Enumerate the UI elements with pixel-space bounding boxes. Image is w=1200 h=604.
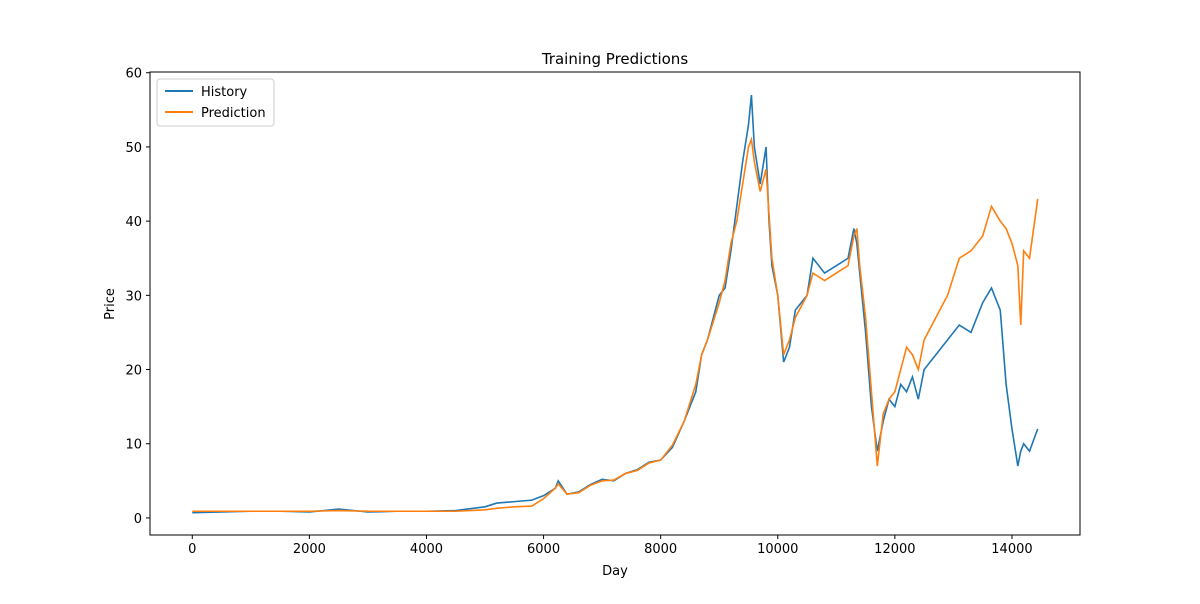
- y-tick-label: 10: [125, 438, 142, 453]
- plot-frame: [149, 71, 1081, 536]
- y-tick-label: 40: [125, 215, 142, 230]
- x-tick-label: 6000: [527, 542, 560, 557]
- y-tick-label: 50: [125, 141, 142, 156]
- x-tick-label: 10000: [757, 542, 798, 557]
- x-tick-label: 2000: [293, 542, 326, 557]
- x-tick-label: 12000: [874, 542, 915, 557]
- line-series: [192, 94, 1039, 514]
- legend-label: History: [201, 85, 248, 100]
- x-tick-label: 8000: [644, 542, 677, 557]
- x-tick-label: 0: [188, 542, 196, 557]
- x-axis-label: Day: [602, 564, 628, 579]
- x-tick-label: 14000: [991, 542, 1032, 557]
- legend-label: Prediction: [201, 106, 266, 121]
- y-tick-label: 0: [134, 512, 142, 527]
- y-tick-label: 60: [125, 67, 142, 82]
- x-tick-label: 4000: [410, 542, 443, 557]
- y-tick-label: 30: [125, 289, 142, 304]
- y-tick-label: 20: [125, 364, 142, 379]
- chart-title: Training Predictions: [541, 50, 688, 68]
- y-axis-label: Price: [103, 288, 118, 320]
- line-series: [192, 136, 1039, 513]
